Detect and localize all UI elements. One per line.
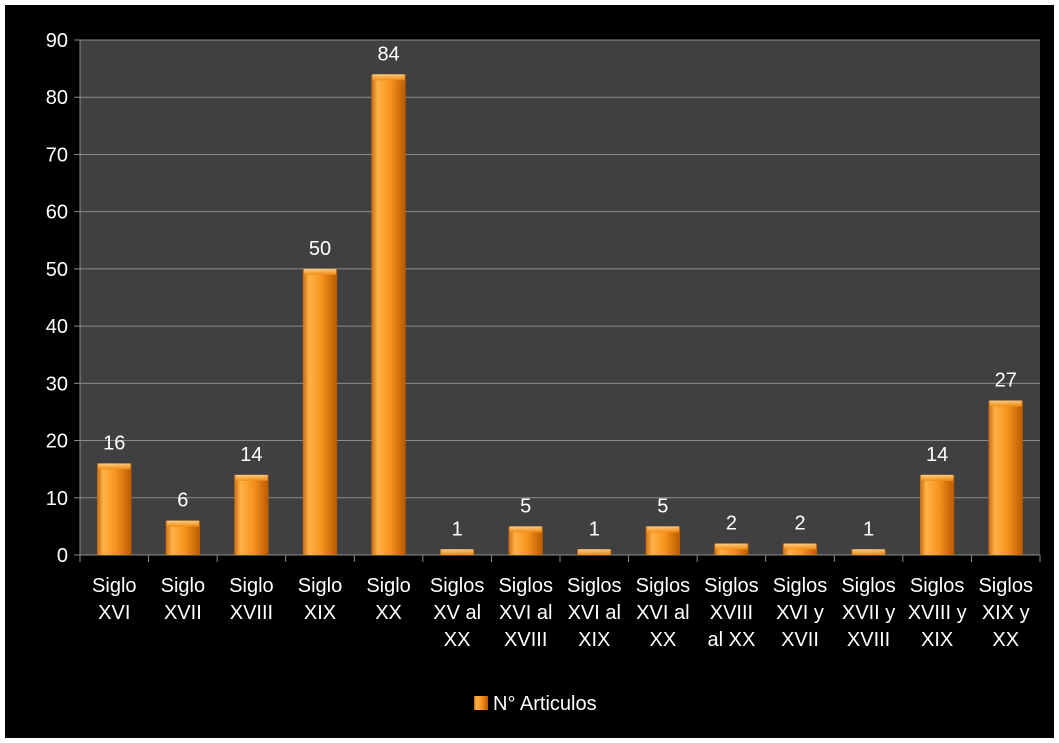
data-label: 1 [589, 518, 600, 540]
x-tick-label: XX [992, 629, 1019, 651]
x-tick-label: XVI al [499, 602, 552, 624]
bar-cap [578, 549, 611, 555]
data-label: 5 [657, 495, 668, 517]
bar-cap [509, 526, 542, 533]
x-tick-label: Siglos [430, 575, 484, 597]
x-tick-label: XIX [578, 629, 610, 651]
x-tick-label: Siglos [567, 575, 621, 597]
data-labels: 16 6 14 50 84 1 5 1 5 2 2 1 14 27 [103, 43, 1017, 540]
data-label: 14 [926, 444, 948, 466]
x-tick-label: Siglos [498, 575, 552, 597]
legend: N° Articulos [474, 693, 597, 715]
data-label: 2 [794, 513, 805, 535]
x-tick-label: XIX y [982, 602, 1030, 624]
x-tick-label: XIX [304, 602, 336, 624]
x-tick-label: Siglo [366, 575, 410, 597]
bars [97, 74, 1023, 555]
bar-cap [303, 268, 337, 275]
bar-cap [852, 549, 885, 555]
data-label: 5 [520, 495, 531, 517]
y-tick-label: 60 [46, 202, 68, 224]
y-tick-label: 10 [46, 488, 68, 510]
bar-cap [372, 74, 405, 81]
x-tick-label: Siglo [298, 575, 342, 597]
y-tick-label: 50 [46, 259, 68, 281]
x-tick-label: Siglos [910, 575, 964, 597]
bar-cap [989, 400, 1022, 407]
x-tick-label: XVIII y [908, 602, 967, 624]
x-tick-label: Siglos [773, 575, 827, 597]
x-tick-label: XVIII [230, 602, 273, 624]
y-tick-label: 90 [46, 30, 68, 52]
bar-cap [441, 549, 474, 555]
data-label: 6 [177, 490, 188, 512]
y-tick-label: 80 [46, 87, 68, 109]
x-tick-label: XVI al [636, 602, 689, 624]
x-tick-label: XVI al [568, 602, 621, 624]
x-tick-label: XVIII [710, 602, 753, 624]
bar-cap [783, 543, 817, 550]
data-label: 16 [103, 432, 125, 454]
data-label: 2 [726, 513, 737, 535]
y-tick-label: 40 [46, 316, 68, 338]
x-axis-ticks: Siglo XVI Siglo XVII Siglo XVIII Siglo XIX Siglo… [79, 555, 1041, 651]
legend-label: N° Articulos [493, 693, 597, 715]
y-tick-label: 20 [46, 431, 68, 453]
data-label: 1 [452, 518, 463, 540]
x-tick-label: XVI y [776, 602, 824, 624]
x-tick-label: Siglos [841, 575, 895, 597]
x-tick-label: Siglos [636, 575, 690, 597]
y-tick-label: 0 [57, 545, 68, 567]
x-tick-label: XX [650, 629, 677, 651]
y-tick-label: 70 [46, 144, 68, 166]
bar [920, 474, 955, 555]
x-tick-label: Siglo [92, 575, 136, 597]
bar [988, 400, 1023, 555]
x-tick-label: Siglo [229, 575, 273, 597]
bar-cap [921, 474, 954, 481]
x-tick-label: al XX [708, 629, 756, 651]
bar [302, 268, 338, 555]
data-label: 27 [995, 370, 1017, 392]
x-tick-label: XIX [921, 629, 953, 651]
bar-cap [646, 526, 679, 533]
legend-swatch [474, 696, 488, 710]
data-label: 50 [309, 238, 331, 260]
data-label: 1 [863, 518, 874, 540]
data-label: 14 [240, 444, 262, 466]
x-tick-label: Siglos [978, 575, 1032, 597]
bar [234, 474, 269, 555]
x-tick-label: XVII [781, 629, 819, 651]
bar [97, 463, 132, 555]
x-tick-label: XV al [433, 602, 481, 624]
data-label: 84 [377, 43, 399, 65]
y-axis-ticks: 0 10 20 30 40 50 60 70 80 90 [46, 30, 80, 567]
x-tick-label: XVII y [842, 602, 895, 624]
x-tick-label: XVI [98, 602, 130, 624]
bar-cap [98, 463, 131, 470]
x-tick-label: XX [375, 602, 402, 624]
x-tick-label: XX [444, 629, 471, 651]
x-tick-label: XVII [164, 602, 202, 624]
x-tick-label: XVIII [504, 629, 547, 651]
y-tick-label: 30 [46, 373, 68, 395]
x-tick-label: XVIII [847, 629, 890, 651]
bar-cap [166, 520, 199, 527]
plot-area [80, 40, 1040, 555]
x-tick-label: Siglos [704, 575, 758, 597]
bar-cap [235, 474, 268, 481]
bar-cap [715, 543, 748, 550]
bar [371, 74, 406, 555]
x-tick-label: Siglo [161, 575, 205, 597]
